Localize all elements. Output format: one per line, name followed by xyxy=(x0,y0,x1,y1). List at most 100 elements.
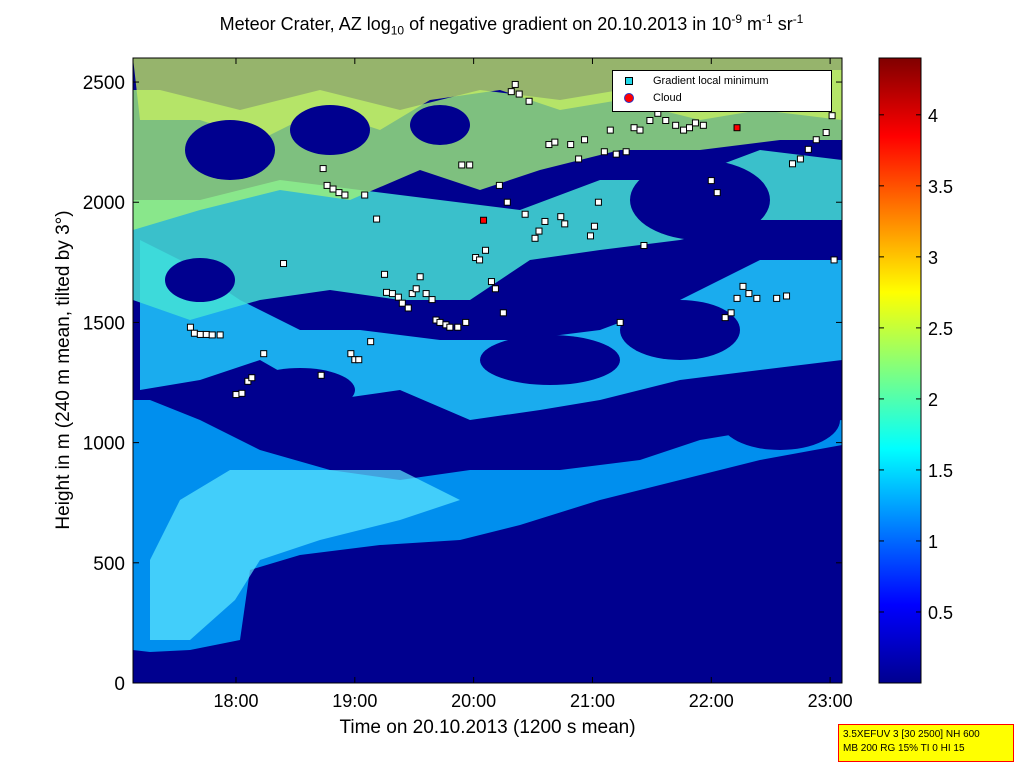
gradient-minimum-marker xyxy=(428,296,436,304)
gradient-minimum-marker xyxy=(329,185,337,193)
gradient-minimum-marker xyxy=(341,191,349,199)
gradient-minimum-marker xyxy=(208,331,216,339)
gradient-minimum-marker xyxy=(260,350,268,358)
gradient-minimum-marker xyxy=(733,294,741,302)
gradient-minimum-marker xyxy=(436,318,444,326)
cloud-marker xyxy=(480,216,488,224)
colorbar xyxy=(878,57,922,684)
colorbar-tick-label: 2 xyxy=(928,390,938,410)
y-tick-label: 0 xyxy=(114,674,125,695)
gradient-minimum-marker xyxy=(196,330,204,338)
gradient-minimum-marker xyxy=(590,222,598,230)
gradient-minimum-marker xyxy=(416,273,424,281)
data-points xyxy=(186,80,838,399)
gradient-minimum-marker xyxy=(499,309,507,317)
gradient-minimum-marker xyxy=(487,278,495,286)
gradient-minimum-marker xyxy=(727,309,735,317)
parameter-infobox: 3.5XEFUV 3 [30 2500] NH 600 MB 200 RG 15… xyxy=(838,724,1014,762)
gradient-minimum-marker xyxy=(662,117,670,124)
gradient-minimum-marker xyxy=(476,256,484,264)
gradient-minimum-marker xyxy=(680,126,688,134)
gradient-minimum-marker xyxy=(244,377,252,385)
gradient-minimum-marker xyxy=(531,234,539,242)
gradient-minimum-marker xyxy=(495,181,503,189)
gradient-minimum-marker xyxy=(616,318,624,326)
gradient-minimum-marker xyxy=(686,124,694,132)
gradient-minimum-marker xyxy=(707,177,715,185)
infobox-line-2: MB 200 RG 15% TI 0 HI 15 xyxy=(843,743,965,754)
gradient-minimum-marker xyxy=(373,215,381,223)
gradient-minimum-marker xyxy=(408,290,416,298)
gradient-minimum-marker xyxy=(551,138,559,146)
gradient-minimum-marker xyxy=(600,148,608,156)
chart-title: Meteor Crater, AZ log10 of negative grad… xyxy=(219,12,804,38)
x-tick-label: 23:00 xyxy=(808,691,853,711)
gradient-minimum-marker xyxy=(804,145,812,153)
gradient-minimum-marker xyxy=(545,141,553,149)
y-tick-label: 1500 xyxy=(83,313,125,334)
gradient-minimum-marker xyxy=(382,288,390,296)
y-tick-label: 2000 xyxy=(83,193,125,214)
x-tick-label: 20:00 xyxy=(451,691,496,711)
gradient-minimum-marker xyxy=(739,282,747,290)
gradient-minimum-marker xyxy=(446,323,454,331)
gradient-minimum-marker xyxy=(319,165,327,173)
colorbar-tick-label: 4 xyxy=(928,106,938,126)
gradient-minimum-marker xyxy=(202,330,210,338)
colorbar-ticks: 0.5 1 1.5 2 2.5 3 3.5 4 xyxy=(879,106,953,623)
gradient-minimum-marker xyxy=(812,136,820,144)
gradient-minimum-marker xyxy=(783,292,791,300)
x-axis-label: Time on 20.10.2013 (1200 s mean) xyxy=(339,717,636,738)
x-axis-ticks: 18:00 19:00 20:00 21:00 22:00 23:00 xyxy=(213,58,853,711)
gradient-minimum-marker xyxy=(699,121,707,129)
gradient-minimum-marker xyxy=(753,294,761,302)
gradient-minimum-marker xyxy=(557,213,565,221)
gradient-minimum-marker xyxy=(238,389,246,397)
gradient-minimum-marker xyxy=(462,318,470,326)
gradient-minimum-marker xyxy=(216,331,224,339)
gradient-minimum-marker xyxy=(828,112,836,120)
gradient-minimum-marker xyxy=(830,256,838,264)
colorbar-tick-label: 3.5 xyxy=(928,177,953,197)
legend-entry-cloud: Cloud xyxy=(653,92,682,104)
y-axis-label: Height in m (240 m mean, tilted by 3°) xyxy=(53,210,74,530)
gradient-minimum-marker xyxy=(248,374,256,382)
gradient-minimum-marker xyxy=(713,189,721,197)
gradient-minimum-marker xyxy=(525,97,533,105)
y-tick-label: 2500 xyxy=(83,73,125,94)
colorbar-tick-label: 2.5 xyxy=(928,319,953,339)
gradient-minimum-marker xyxy=(612,150,620,158)
gradient-minimum-marker xyxy=(575,155,583,163)
gradient-minimum-marker xyxy=(640,242,648,249)
gradient-minimum-marker xyxy=(280,260,288,268)
y-tick-label: 500 xyxy=(93,554,125,575)
gradient-minimum-marker xyxy=(491,285,499,293)
gradient-minimum-marker xyxy=(521,210,529,218)
infobox-line-1: 3.5XEFUV 3 [30 2500] NH 600 xyxy=(843,729,980,740)
gradient-minimum-marker xyxy=(586,232,594,240)
gradient-minimum-marker xyxy=(347,350,355,358)
x-tick-label: 18:00 xyxy=(213,691,258,711)
cloud-marker xyxy=(733,124,741,132)
chart-legend: Gradient local minimum Cloud xyxy=(612,70,832,112)
gradient-minimum-marker xyxy=(745,290,753,298)
gradient-minimum-marker xyxy=(381,270,389,278)
gradient-minimum-marker xyxy=(232,391,240,399)
gradient-minimum-marker xyxy=(388,290,396,298)
gradient-minimum-marker xyxy=(412,285,420,293)
gradient-minimum-marker xyxy=(317,371,325,379)
colorbar-tick-label: 0.5 xyxy=(928,603,953,623)
gradient-minimum-marker xyxy=(567,141,575,149)
gradient-minimum-marker xyxy=(796,155,804,163)
heatmap-field xyxy=(133,58,842,683)
legend-square-marker xyxy=(625,77,633,85)
legend-circle-marker xyxy=(624,93,634,103)
x-tick-label: 21:00 xyxy=(570,691,615,711)
gradient-minimum-marker xyxy=(541,217,549,225)
gradient-minimum-marker xyxy=(691,119,699,127)
gradient-minimum-marker xyxy=(454,323,462,331)
gradient-minimum-marker xyxy=(186,323,194,331)
gradient-minimum-marker xyxy=(630,124,638,132)
gradient-minimum-marker xyxy=(367,338,375,346)
gradient-minimum-marker xyxy=(535,227,543,235)
